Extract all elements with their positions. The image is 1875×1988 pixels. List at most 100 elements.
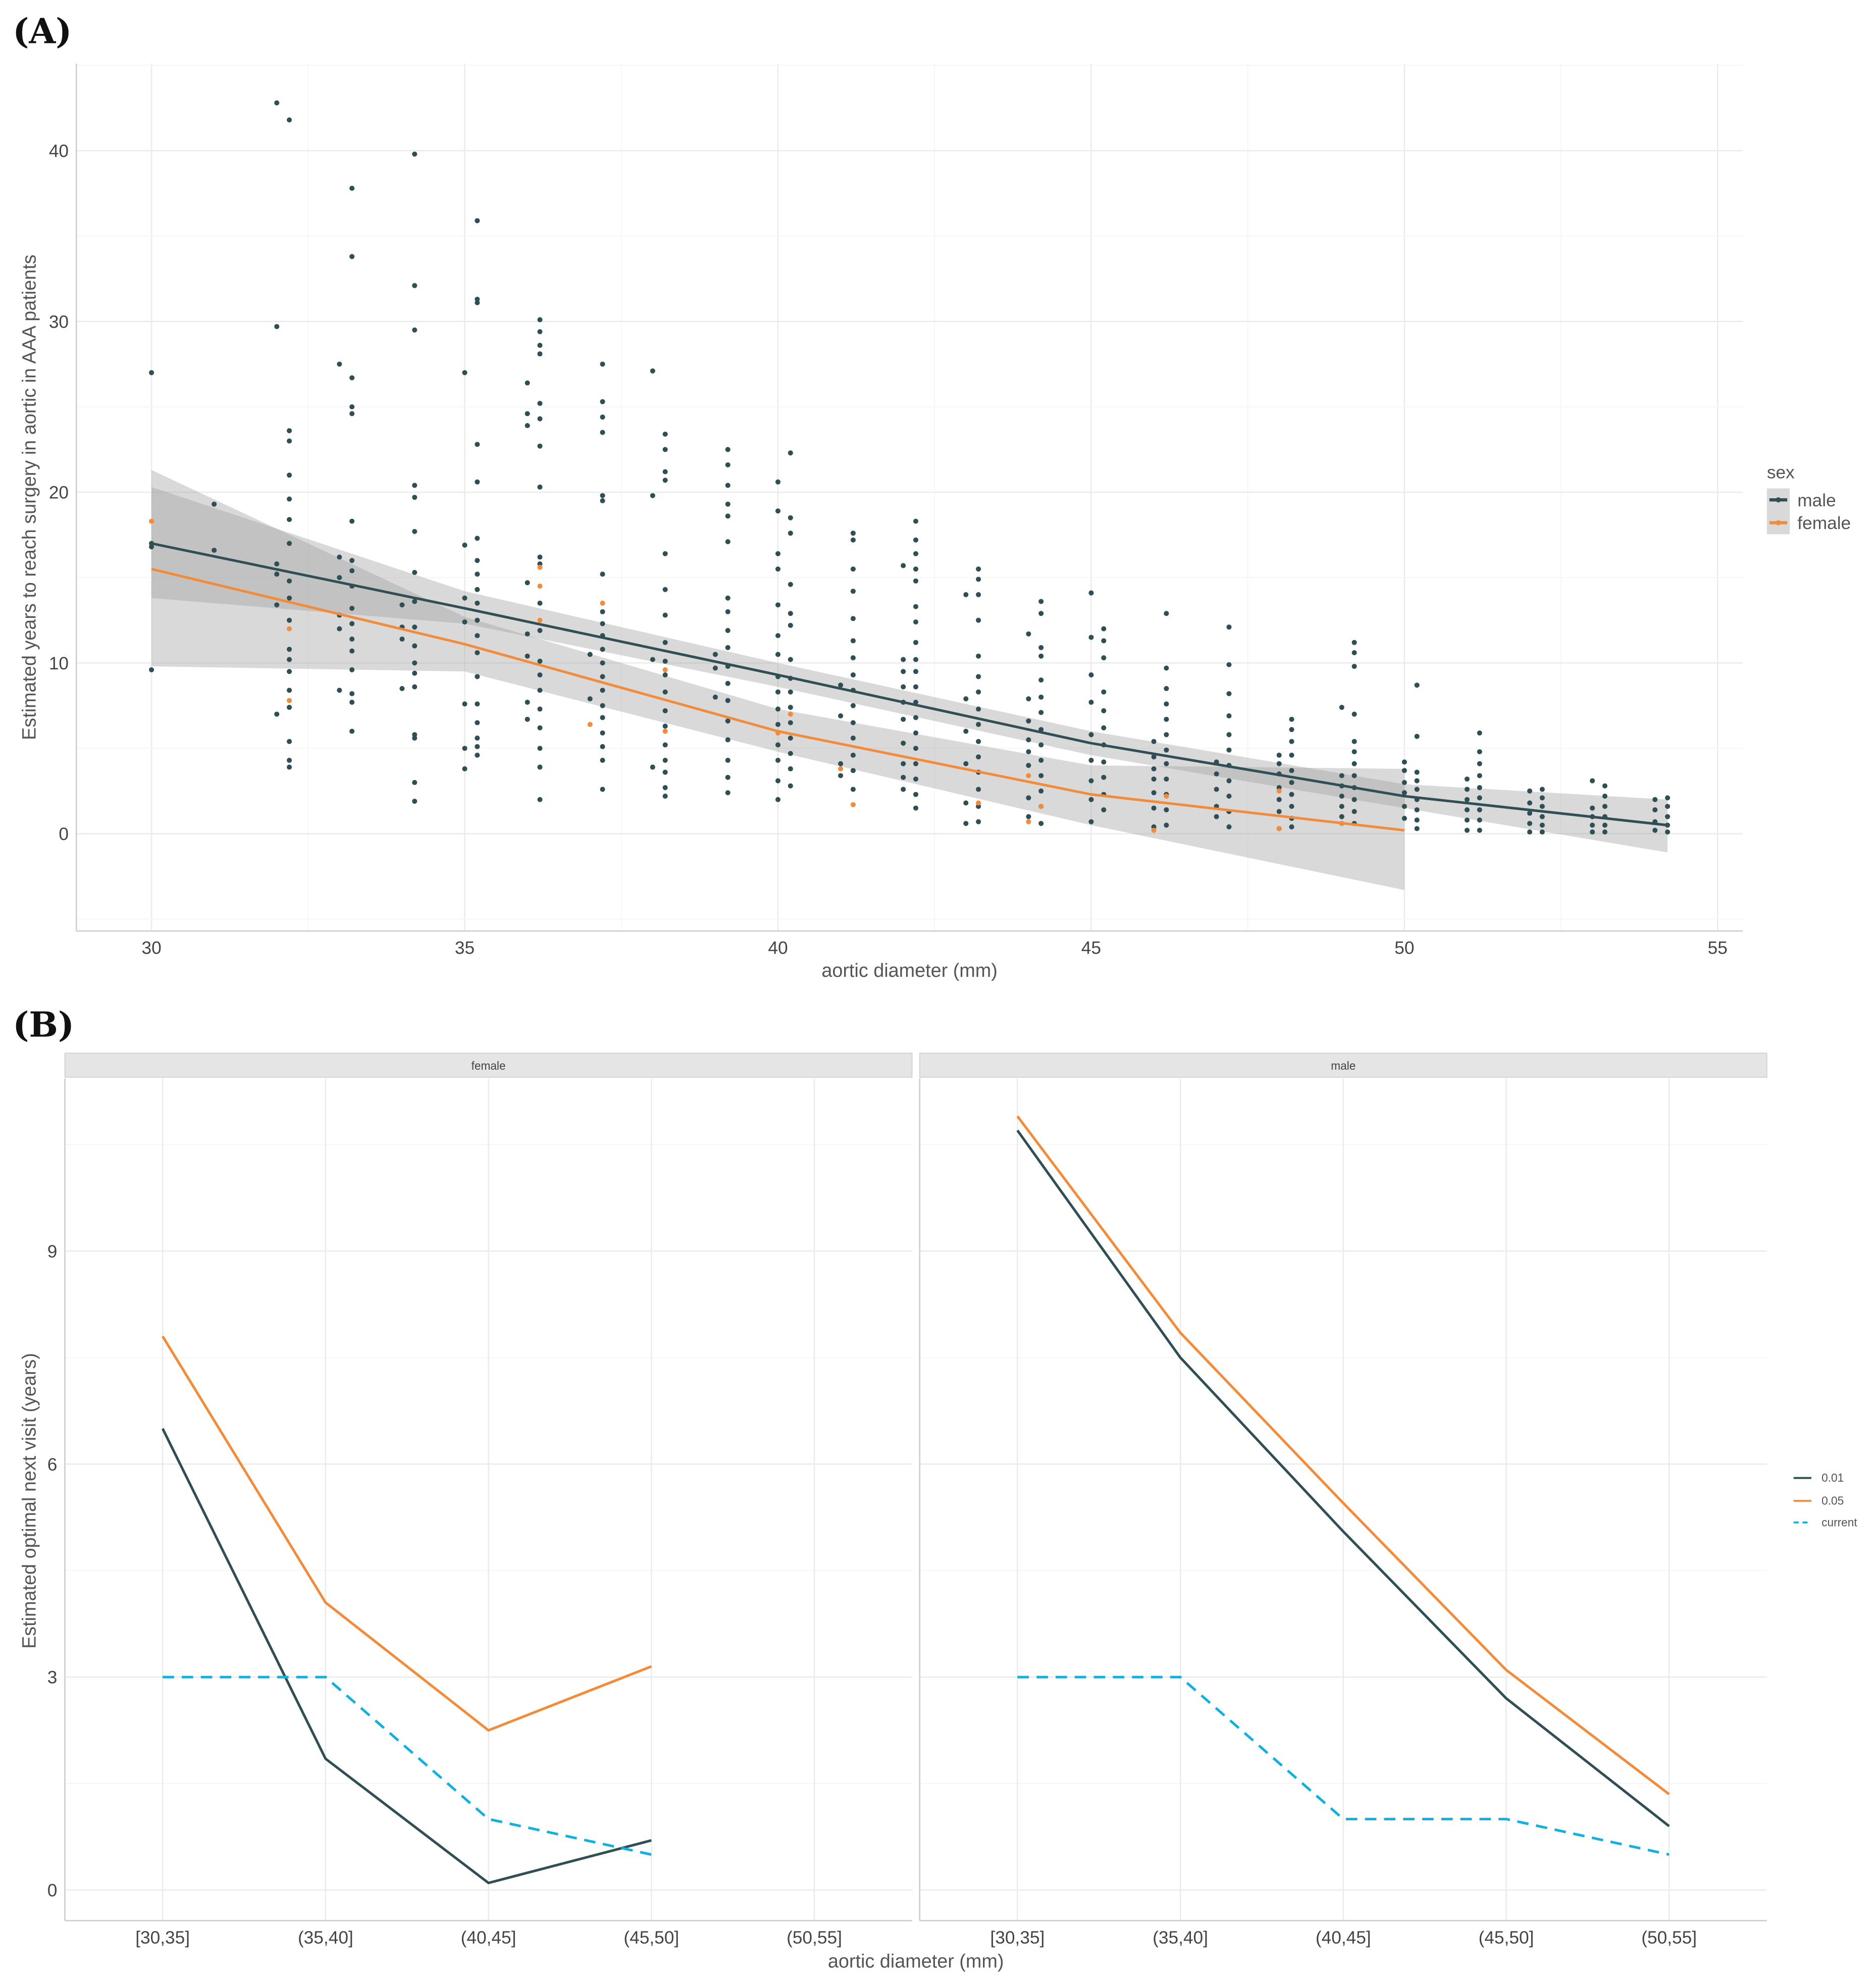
x-tick-label: (40,45]: [461, 1928, 516, 1948]
data-point-male: [349, 728, 355, 734]
data-point-male: [1101, 655, 1107, 661]
data-point-male: [525, 423, 530, 429]
data-point-male: [1026, 718, 1031, 724]
data-point-male: [1164, 686, 1169, 692]
data-point-male: [788, 582, 793, 587]
data-point-male: [1539, 804, 1545, 809]
data-point-male: [901, 716, 906, 722]
data-point-male: [1351, 797, 1357, 802]
data-point-male: [662, 794, 668, 799]
data-point-male: [287, 688, 292, 693]
data-point-male: [462, 542, 467, 548]
data-point-male: [1038, 653, 1044, 659]
data-point-male: [1164, 822, 1169, 828]
data-point-male: [1414, 683, 1420, 688]
data-point-male: [537, 484, 543, 490]
data-point-female: [537, 617, 543, 623]
data-point-male: [600, 787, 605, 792]
data-point-male: [1339, 794, 1344, 799]
data-point-male: [337, 575, 342, 581]
data-point-male: [1414, 787, 1420, 792]
smooth-line-female: [151, 567, 1405, 832]
data-point-male: [901, 741, 906, 746]
chart-b-x-title: aortic diameter (mm): [828, 1951, 1004, 1972]
data-point-male: [1038, 710, 1044, 715]
data-point-male: [1351, 739, 1357, 744]
data-point-male: [349, 621, 355, 626]
data-point-male: [349, 699, 355, 705]
data-point-male: [600, 361, 605, 367]
data-point-male: [901, 787, 906, 792]
data-point-male: [475, 479, 480, 485]
x-tick-label: 45: [1081, 938, 1101, 958]
data-point-male: [976, 689, 981, 695]
data-point-male: [788, 720, 793, 725]
y-tick-label: 6: [47, 1455, 58, 1475]
data-point-male: [725, 539, 731, 545]
data-point-male: [212, 501, 217, 507]
data-point-male: [913, 551, 919, 556]
series-line-current: [163, 1676, 652, 1856]
data-point-male: [1289, 739, 1294, 744]
series-line-005: [161, 1335, 652, 1732]
data-point-male: [976, 653, 981, 659]
data-point-male: [1214, 814, 1219, 819]
data-point-male: [1026, 749, 1031, 755]
data-point-male: [1339, 773, 1344, 778]
data-point-male: [1401, 816, 1407, 821]
data-point-female: [1276, 826, 1282, 831]
facet-strip: [919, 1053, 1767, 1078]
data-point-male: [1401, 768, 1407, 773]
data-point-male: [525, 653, 530, 659]
data-point-male: [1477, 730, 1482, 736]
series-line-005: [1016, 1115, 1670, 1796]
data-point-male: [1464, 787, 1470, 792]
data-point-male: [1289, 716, 1294, 722]
data-point-male: [662, 431, 668, 437]
data-point-male: [775, 551, 781, 556]
data-point-male: [775, 633, 781, 639]
data-point-male: [725, 698, 731, 703]
data-point-male: [1038, 599, 1044, 604]
data-point-male: [1164, 807, 1169, 813]
y-tick-label: 30: [49, 312, 69, 332]
data-point-male: [775, 602, 781, 608]
data-point-male: [537, 658, 543, 664]
data-point-male: [775, 721, 781, 727]
data-point-male: [775, 566, 781, 572]
data-point-male: [475, 674, 480, 679]
data-point-male: [337, 554, 342, 560]
data-point-male: [913, 657, 919, 662]
data-point-male: [274, 711, 280, 717]
data-point-male: [399, 602, 405, 608]
data-point-male: [600, 498, 605, 503]
data-point-male: [412, 670, 418, 676]
data-point-male: [412, 483, 418, 488]
legend-key-female-point: [1776, 520, 1781, 526]
data-point-male: [725, 609, 731, 614]
x-tick-label: 55: [1708, 938, 1728, 958]
data-point-female: [149, 518, 154, 524]
data-point-male: [976, 566, 981, 572]
data-point-male: [976, 577, 981, 582]
data-point-male: [1539, 829, 1545, 835]
data-point-male: [1088, 732, 1094, 738]
data-point-male: [537, 554, 543, 560]
data-point-male: [412, 779, 418, 786]
data-point-male: [1038, 694, 1044, 700]
data-point-male: [788, 736, 793, 741]
data-point-male: [349, 568, 355, 573]
data-point-male: [287, 595, 292, 601]
y-tick-label: 40: [49, 141, 69, 161]
data-point-male: [1289, 727, 1294, 733]
data-point-male: [1151, 776, 1157, 782]
data-point-male: [775, 706, 781, 712]
data-point-male: [1351, 749, 1357, 755]
data-point-male: [349, 185, 355, 191]
data-point-male: [850, 589, 856, 594]
data-point-male: [662, 757, 668, 763]
data-point-male: [1464, 827, 1470, 833]
data-point-male: [1477, 773, 1482, 778]
data-point-female: [537, 583, 543, 589]
